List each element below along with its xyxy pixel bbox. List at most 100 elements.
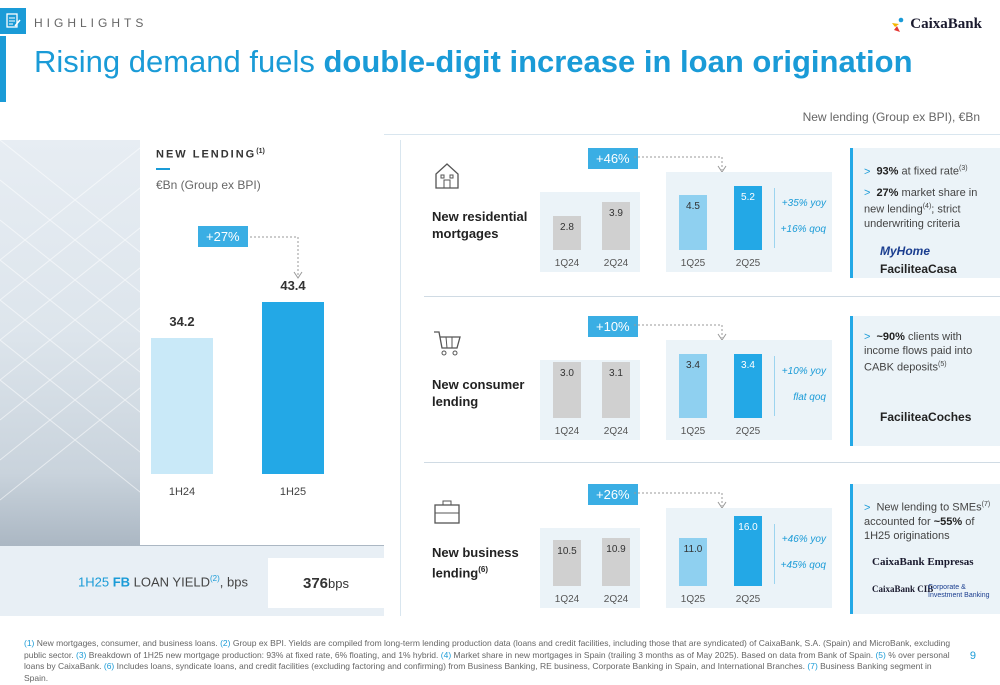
footnote-ref: (4) <box>922 203 932 210</box>
highlight-bold: 93% <box>876 165 899 178</box>
new-lending-bar-value: 43.4 <box>280 278 306 293</box>
yoy-change: +35% yoy <box>781 198 826 209</box>
category-bar <box>553 215 581 250</box>
category-name-line: mortgages <box>432 226 499 241</box>
myhome-brand-logo: MyHome <box>880 244 931 258</box>
category-bar-value: 10.5 <box>557 546 577 558</box>
highlight-bullet: >27% market share in new lending(4); str… <box>864 186 994 231</box>
category-name-line: lending <box>432 394 479 409</box>
new-lending-bar <box>262 302 324 474</box>
category-bar-value: 3.9 <box>609 208 623 219</box>
highlight-text: ; strict underwriting criteria <box>864 203 961 230</box>
category-period-label: 1Q25 <box>680 258 706 269</box>
footnote-text: Business Banking segment in Spain. <box>24 661 932 683</box>
chevron-right-icon: > <box>864 187 871 199</box>
chevron-right-icon: > <box>864 165 871 178</box>
chevron-right-icon: > <box>864 331 871 343</box>
footnote-number: (7) <box>807 661 818 671</box>
highlight-text: market share in new lending <box>864 187 978 216</box>
footnote-text: Group ex BPI. Yields are compiled from l… <box>24 638 951 660</box>
category-name: New business lending(6) <box>432 544 519 581</box>
footnotes: (1) New mortgages, consumer, and busines… <box>24 638 954 684</box>
category-period-label: 2Q24 <box>603 594 629 605</box>
footnote-number: (5) <box>875 649 886 660</box>
category-period-label: 2Q24 <box>603 426 629 437</box>
category-highlights-panel <box>850 148 1000 278</box>
new-lending-label: NEW LENDING(1) <box>156 148 265 161</box>
footnote-number: (4) <box>440 649 452 660</box>
house-icon <box>432 160 462 190</box>
highlight-text: of 1H25 originations <box>864 515 975 542</box>
caixabank-logo: CaixaBank <box>890 16 982 33</box>
footnote-ref: (5) <box>937 361 947 368</box>
chevron-right-icon: > <box>864 501 871 514</box>
category-period-label: 1Q25 <box>680 426 706 437</box>
footnote-ref: (7) <box>981 501 991 508</box>
category-bar <box>602 362 630 418</box>
pct-divider <box>774 524 775 584</box>
category-bar-value: 3.1 <box>609 368 623 379</box>
accent-strip <box>0 36 6 102</box>
growth-arrow-connector <box>250 236 303 279</box>
category-bar-value: 5.2 <box>741 192 755 203</box>
category-bar-value: 3.0 <box>560 368 574 379</box>
category-bar <box>679 537 707 586</box>
section-label: HIGHLIGHTS <box>34 16 148 30</box>
highlight-bullet: >93% at fixed rate(3) <box>864 162 994 179</box>
footnote-ref: (3) <box>959 165 968 172</box>
category-period-label: 1Q25 <box>680 594 706 605</box>
category-growth-badge: +46% <box>586 148 638 169</box>
category-name-line: New business <box>432 545 519 560</box>
footnote-number: (2) <box>220 638 231 648</box>
highlight-text: at fixed rate <box>898 165 960 178</box>
category-period-label: 2Q25 <box>735 426 761 437</box>
cib-brand-logo: Corporate & Investment Banking <box>928 584 990 599</box>
category-bar <box>679 194 707 250</box>
briefcase-icon <box>432 496 462 526</box>
category-name: New consumer lending <box>432 376 524 410</box>
yoy-change: +10% yoy <box>781 366 826 377</box>
category-bar-value: 3.4 <box>686 360 700 371</box>
highlight-bullet: > New lending to SMEs(7) accounted for ~5… <box>864 498 994 543</box>
new-lending-growth-badge: +27% <box>196 226 248 247</box>
category-bar-value: 3.4 <box>741 360 755 371</box>
highlight-bullet: > ~90% clients with income flows paid int… <box>864 330 994 375</box>
category-bar <box>553 362 581 418</box>
category-highlights-panel <box>850 316 1000 446</box>
highlight-bold: ~55% <box>933 515 963 528</box>
category-bar <box>679 354 707 418</box>
category-bar <box>602 538 630 586</box>
qoq-change: +45% qoq <box>780 560 826 571</box>
highlight-text: New lending to SMEs <box>876 501 982 514</box>
facilitea-brand-logo: FaciliteaCoches <box>880 410 972 424</box>
category-name-line: New residential <box>432 209 528 224</box>
category-period-label: 1Q24 <box>554 594 580 605</box>
category-bar-value: 16.0 <box>738 522 758 533</box>
footnote-text: Includes loans, syndicate loans, and cre… <box>114 661 808 671</box>
label-dash <box>156 168 170 170</box>
qoq-change: +16% qoq <box>780 224 826 235</box>
loan-yield-value: 376 bps <box>268 558 384 608</box>
footnote-text: Breakdown of 1H25 new mortgage productio… <box>86 649 441 660</box>
footnote-text: % over personal loans by CaixaBank. <box>24 649 950 672</box>
pct-divider <box>774 356 775 416</box>
category-name-line: lending(6) <box>432 565 488 581</box>
caixabank-cib-logo: CaixaBank CIB <box>872 584 934 594</box>
category-bar <box>553 540 581 586</box>
category-growth-badge: +10% <box>586 316 638 337</box>
row-separator <box>424 296 1000 297</box>
footnote-text: Market share in new mortgages in Spain (… <box>451 649 876 660</box>
loan-yield-label: 1H25 FB LOAN YIELD(2), bps <box>78 574 248 590</box>
highlight-text: clients with income flows paid into CABK… <box>864 331 973 374</box>
star-icon <box>892 17 904 32</box>
new-lending-period-label: 1H25 <box>279 486 307 498</box>
footnote-number: (3) <box>75 649 87 660</box>
category-bar-value: 10.9 <box>606 544 626 556</box>
new-lending-period-label: 1H24 <box>168 486 196 498</box>
category-bar <box>602 202 630 250</box>
category-growth-badge: +26% <box>586 484 638 505</box>
divider-line <box>384 134 1000 135</box>
highlight-bold: ~90% <box>876 331 905 343</box>
new-lending-bar-value: 34.2 <box>169 314 195 330</box>
page-title: Rising demand fuels double-digit increas… <box>34 44 913 79</box>
